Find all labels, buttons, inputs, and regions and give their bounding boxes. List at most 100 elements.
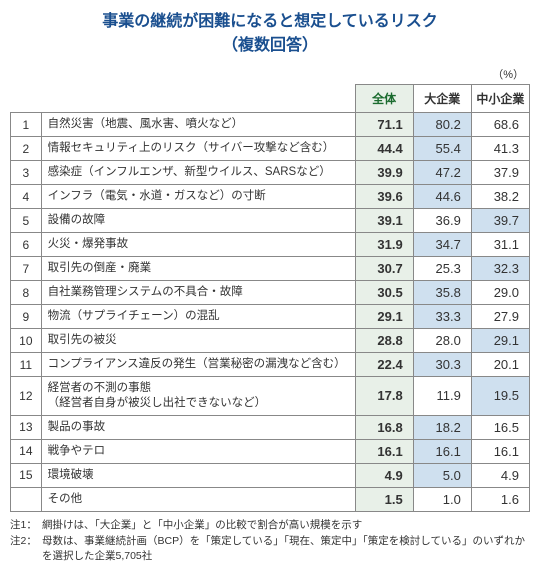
row-number: 1 xyxy=(11,113,42,137)
row-number: 4 xyxy=(11,185,42,209)
row-label: 自社業務管理システムの不具合・故障 xyxy=(41,281,355,305)
row-total: 44.4 xyxy=(355,137,413,161)
row-sme: 37.9 xyxy=(471,161,529,185)
row-number: 13 xyxy=(11,415,42,439)
row-label: 製品の事故 xyxy=(41,415,355,439)
chart-title: 事業の継続が困難になると想定しているリスク （複数回答） xyxy=(10,10,530,58)
row-total: 16.1 xyxy=(355,439,413,463)
row-large: 5.0 xyxy=(413,463,471,487)
table-row: 15環境破壊4.95.04.9 xyxy=(11,463,530,487)
row-number: 15 xyxy=(11,463,42,487)
row-total: 30.7 xyxy=(355,257,413,281)
row-label: コンプライアンス違反の発生（営業秘密の漏洩など含む） xyxy=(41,353,355,377)
row-large: 35.8 xyxy=(413,281,471,305)
row-large: 28.0 xyxy=(413,329,471,353)
row-sme: 27.9 xyxy=(471,305,529,329)
title-line-2: （複数回答） xyxy=(222,37,318,54)
row-large: 80.2 xyxy=(413,113,471,137)
table-row: 3感染症（インフルエンザ、新型ウイルス、SARSなど）39.947.237.9 xyxy=(11,161,530,185)
row-label: 火災・爆発事故 xyxy=(41,233,355,257)
row-large: 25.3 xyxy=(413,257,471,281)
unit-label: （%） xyxy=(10,66,530,82)
row-large: 47.2 xyxy=(413,161,471,185)
row-total: 39.1 xyxy=(355,209,413,233)
row-total: 30.5 xyxy=(355,281,413,305)
row-number: 6 xyxy=(11,233,42,257)
row-label: 戦争やテロ xyxy=(41,439,355,463)
row-large: 1.0 xyxy=(413,487,471,511)
table-row: 4インフラ（電気・水道・ガスなど）の寸断39.644.638.2 xyxy=(11,185,530,209)
row-large: 33.3 xyxy=(413,305,471,329)
table-row: 8自社業務管理システムの不具合・故障30.535.829.0 xyxy=(11,281,530,305)
row-sme: 41.3 xyxy=(471,137,529,161)
row-sme: 1.6 xyxy=(471,487,529,511)
row-sme: 29.1 xyxy=(471,329,529,353)
row-large: 55.4 xyxy=(413,137,471,161)
row-number: 3 xyxy=(11,161,42,185)
row-number: 2 xyxy=(11,137,42,161)
row-sme: 29.0 xyxy=(471,281,529,305)
row-large: 16.1 xyxy=(413,439,471,463)
table-row: 10取引先の被災28.828.029.1 xyxy=(11,329,530,353)
note-line: 注1：網掛けは、「大企業」と「中小企業」の比較で割合が高い規模を示す xyxy=(10,518,530,534)
header-empty-label xyxy=(41,85,355,113)
row-sme: 31.1 xyxy=(471,233,529,257)
row-total: 31.9 xyxy=(355,233,413,257)
note-key: 注1： xyxy=(10,518,42,534)
row-label: その他 xyxy=(41,487,355,511)
table-row: 6火災・爆発事故31.934.731.1 xyxy=(11,233,530,257)
note-line: 注2：母数は、事業継続計画（BCP）を「策定している」「現在、策定中」「策定を検… xyxy=(10,534,530,566)
row-number: 9 xyxy=(11,305,42,329)
table-row: 14戦争やテロ16.116.116.1 xyxy=(11,439,530,463)
row-sme: 16.5 xyxy=(471,415,529,439)
row-number xyxy=(11,487,42,511)
row-large: 34.7 xyxy=(413,233,471,257)
risk-table: 全体 大企業 中小企業 1自然災害（地震、風水害、噴火など）71.180.268… xyxy=(10,84,530,512)
header-total: 全体 xyxy=(355,85,413,113)
row-number: 5 xyxy=(11,209,42,233)
table-row: 11コンプライアンス違反の発生（営業秘密の漏洩など含む）22.430.320.1 xyxy=(11,353,530,377)
note-key: 注2： xyxy=(10,534,42,566)
row-label: インフラ（電気・水道・ガスなど）の寸断 xyxy=(41,185,355,209)
row-total: 1.5 xyxy=(355,487,413,511)
table-row: 12経営者の不測の事態（経営者自身が被災し出社できないなど）17.811.919… xyxy=(11,377,530,416)
table-row: 13製品の事故16.818.216.5 xyxy=(11,415,530,439)
row-number: 10 xyxy=(11,329,42,353)
row-number: 8 xyxy=(11,281,42,305)
row-label: 感染症（インフルエンザ、新型ウイルス、SARSなど） xyxy=(41,161,355,185)
row-label: 情報セキュリティ上のリスク（サイバー攻撃など含む） xyxy=(41,137,355,161)
note-text: 網掛けは、「大企業」と「中小企業」の比較で割合が高い規模を示す xyxy=(42,518,530,534)
table-row: その他1.51.01.6 xyxy=(11,487,530,511)
row-large: 30.3 xyxy=(413,353,471,377)
row-total: 22.4 xyxy=(355,353,413,377)
row-total: 39.6 xyxy=(355,185,413,209)
header-empty-num xyxy=(11,85,42,113)
row-label: 設備の故障 xyxy=(41,209,355,233)
row-total: 4.9 xyxy=(355,463,413,487)
header-large: 大企業 xyxy=(413,85,471,113)
row-total: 28.8 xyxy=(355,329,413,353)
row-total: 71.1 xyxy=(355,113,413,137)
table-row: 7取引先の倒産・廃業30.725.332.3 xyxy=(11,257,530,281)
row-sme: 38.2 xyxy=(471,185,529,209)
table-row: 9物流（サプライチェーン）の混乱29.133.327.9 xyxy=(11,305,530,329)
row-sme: 39.7 xyxy=(471,209,529,233)
row-sme: 20.1 xyxy=(471,353,529,377)
table-row: 1自然災害（地震、風水害、噴火など）71.180.268.6 xyxy=(11,113,530,137)
row-total: 17.8 xyxy=(355,377,413,416)
row-sme: 68.6 xyxy=(471,113,529,137)
table-row: 2情報セキュリティ上のリスク（サイバー攻撃など含む）44.455.441.3 xyxy=(11,137,530,161)
row-total: 39.9 xyxy=(355,161,413,185)
row-label: 取引先の倒産・廃業 xyxy=(41,257,355,281)
note-text: 母数は、事業継続計画（BCP）を「策定している」「現在、策定中」「策定を検討して… xyxy=(42,534,530,566)
row-label: 環境破壊 xyxy=(41,463,355,487)
row-label: 物流（サプライチェーン）の混乱 xyxy=(41,305,355,329)
row-large: 44.6 xyxy=(413,185,471,209)
row-number: 7 xyxy=(11,257,42,281)
row-label: 経営者の不測の事態（経営者自身が被災し出社できないなど） xyxy=(41,377,355,416)
row-total: 29.1 xyxy=(355,305,413,329)
row-label: 自然災害（地震、風水害、噴火など） xyxy=(41,113,355,137)
header-sme: 中小企業 xyxy=(471,85,529,113)
title-line-1: 事業の継続が困難になると想定しているリスク xyxy=(102,13,438,30)
row-sme: 4.9 xyxy=(471,463,529,487)
